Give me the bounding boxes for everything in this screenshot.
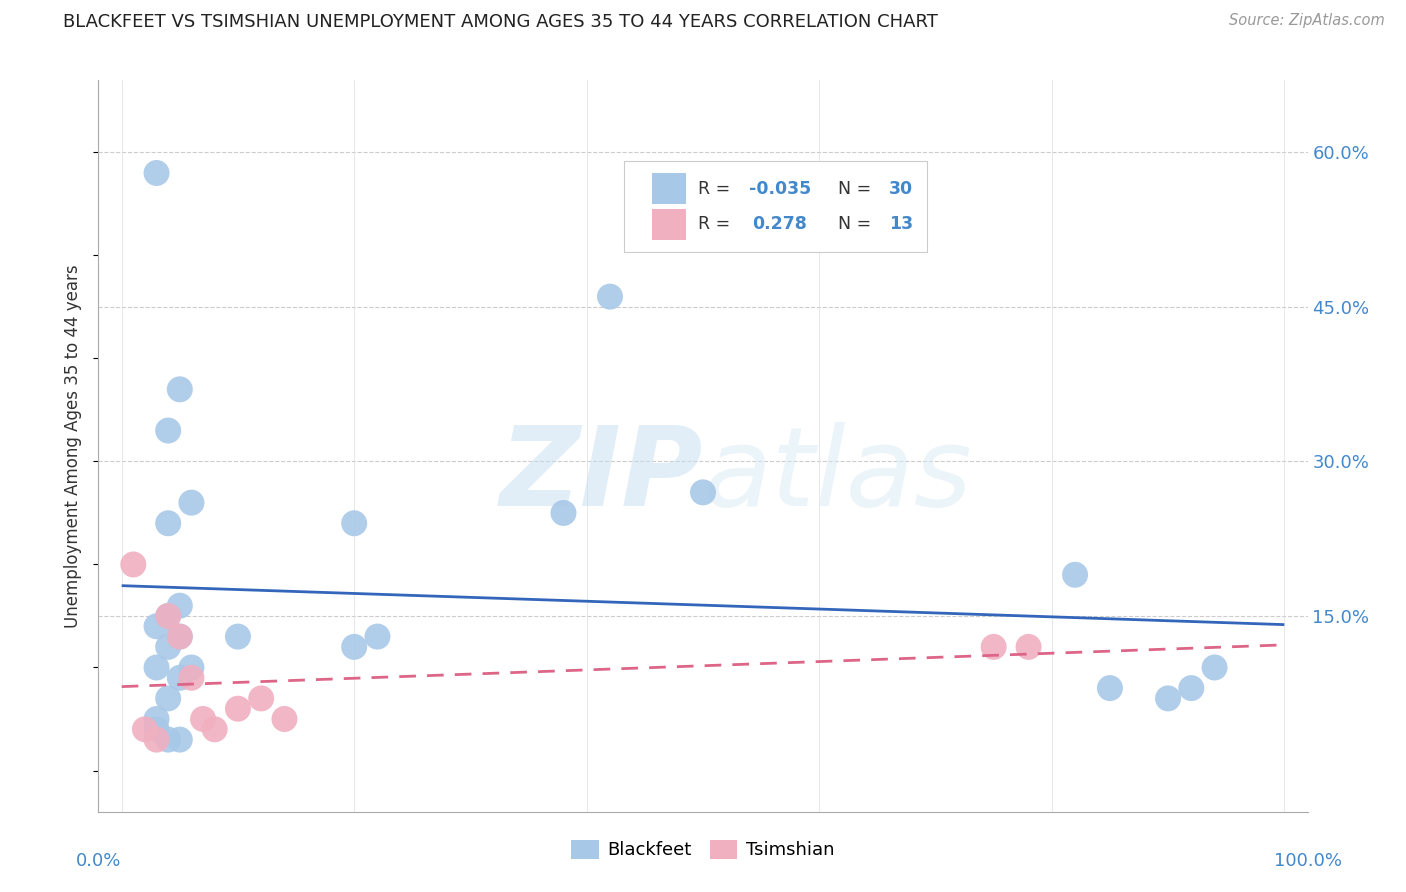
Point: [191, 712, 214, 726]
Point: [157, 640, 180, 654]
Point: [145, 166, 167, 180]
Legend: Blackfeet, Tsimshian: Blackfeet, Tsimshian: [567, 835, 839, 865]
Text: N =: N =: [838, 179, 877, 197]
Point: [169, 599, 191, 613]
Point: [1157, 691, 1180, 706]
Point: [157, 609, 180, 624]
Text: 0.278: 0.278: [752, 215, 807, 234]
Text: atlas: atlas: [703, 422, 972, 529]
Point: [226, 702, 249, 716]
Point: [134, 723, 156, 737]
Point: [157, 732, 180, 747]
FancyBboxPatch shape: [652, 173, 686, 204]
Point: [169, 630, 191, 644]
Point: [169, 630, 191, 644]
Point: [692, 485, 714, 500]
Text: N =: N =: [838, 215, 877, 234]
Text: 0.0%: 0.0%: [76, 852, 121, 870]
Text: Source: ZipAtlas.com: Source: ZipAtlas.com: [1229, 13, 1385, 29]
Point: [343, 640, 366, 654]
Text: BLACKFEET VS TSIMSHIAN UNEMPLOYMENT AMONG AGES 35 TO 44 YEARS CORRELATION CHART: BLACKFEET VS TSIMSHIAN UNEMPLOYMENT AMON…: [63, 13, 938, 31]
Text: 100.0%: 100.0%: [1274, 852, 1341, 870]
Point: [1180, 681, 1202, 695]
Point: [157, 516, 180, 531]
Point: [226, 630, 249, 644]
Point: [145, 723, 167, 737]
Point: [1018, 640, 1040, 654]
Text: -0.035: -0.035: [749, 179, 811, 197]
FancyBboxPatch shape: [624, 161, 927, 252]
Y-axis label: Unemployment Among Ages 35 to 44 years: Unemployment Among Ages 35 to 44 years: [65, 264, 83, 628]
Text: R =: R =: [699, 215, 735, 234]
Text: R =: R =: [699, 179, 735, 197]
Point: [169, 382, 191, 396]
Text: ZIP: ZIP: [499, 422, 703, 529]
Point: [145, 712, 167, 726]
Point: [553, 506, 575, 520]
Point: [343, 516, 366, 531]
Point: [1098, 681, 1121, 695]
Point: [180, 671, 202, 685]
Point: [145, 619, 167, 633]
Point: [983, 640, 1005, 654]
Point: [157, 424, 180, 438]
Point: [169, 732, 191, 747]
Point: [1204, 660, 1226, 674]
Point: [1064, 567, 1087, 582]
FancyBboxPatch shape: [652, 209, 686, 240]
Point: [157, 609, 180, 624]
Point: [145, 660, 167, 674]
Point: [250, 691, 273, 706]
Point: [599, 290, 621, 304]
Point: [122, 558, 145, 572]
Point: [366, 630, 388, 644]
Point: [204, 723, 226, 737]
Point: [180, 660, 202, 674]
Point: [180, 496, 202, 510]
Text: 30: 30: [889, 179, 914, 197]
Point: [157, 691, 180, 706]
Point: [145, 732, 167, 747]
Text: 13: 13: [889, 215, 914, 234]
Point: [273, 712, 295, 726]
Point: [169, 671, 191, 685]
